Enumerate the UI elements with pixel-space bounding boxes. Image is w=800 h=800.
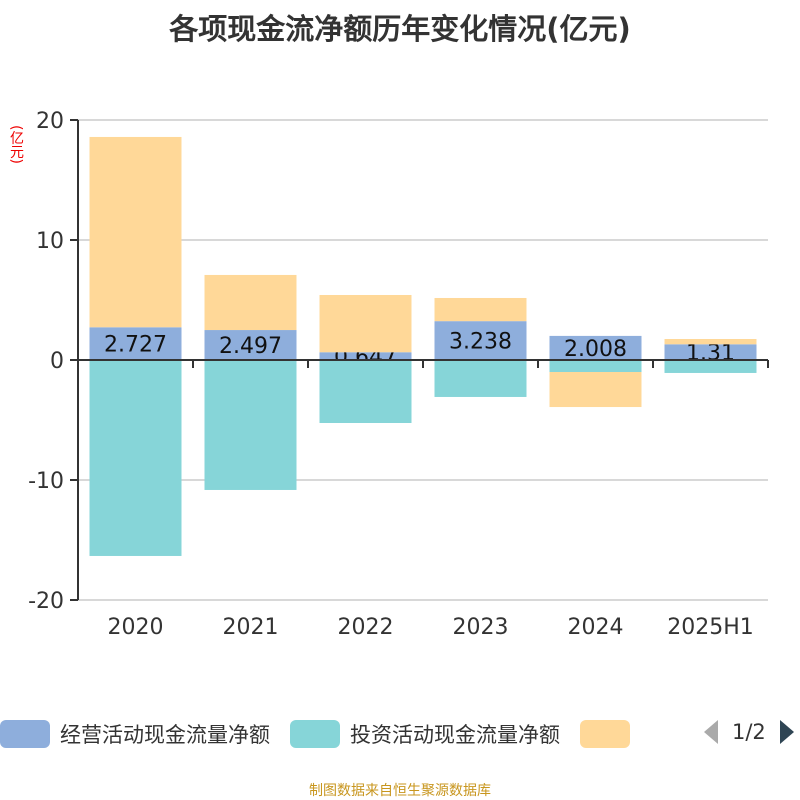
bar-1 <box>89 327 182 360</box>
y-tick-label: -10 <box>28 469 64 494</box>
y-tick-label: 10 <box>36 229 64 254</box>
x-tick-label: 2020 <box>108 615 164 640</box>
x-tick-label: 2023 <box>453 615 509 640</box>
bar-value-label: 2.008 <box>564 337 627 362</box>
bar-value-label: 1.31 <box>686 341 735 366</box>
bar-2 <box>664 360 757 373</box>
legend-item[interactable]: 投资活动现金流量净额 <box>290 719 560 749</box>
bar-2 <box>319 360 412 423</box>
source-footer: 制图数据来自恒生聚源数据库 <box>309 783 491 799</box>
bar-value-label: 0.647 <box>334 345 397 370</box>
legend-swatch <box>0 720 50 748</box>
legend-pager: 1/2 <box>700 718 798 746</box>
chart-title: 各项现金流净额历年变化情况(亿元) <box>169 12 631 46</box>
x-tick-label: 2025H1 <box>667 615 754 640</box>
bar-1 <box>204 330 297 360</box>
legend-item[interactable] <box>580 720 640 748</box>
y-axis-unit: (亿元) <box>8 125 24 164</box>
legend-label: 投资活动现金流量净额 <box>350 723 560 747</box>
bar-3 <box>549 372 642 408</box>
bar-3 <box>434 297 527 322</box>
bar-value-label: 2.497 <box>219 334 282 359</box>
bar-1 <box>434 321 527 360</box>
bar-1 <box>319 352 412 360</box>
legend: 经营活动现金流量净额 投资活动现金流量净额 <box>0 718 660 750</box>
legend-page: 1/2 <box>732 720 766 744</box>
prev-page-icon[interactable] <box>700 718 722 746</box>
x-tick-label: 2024 <box>568 615 624 640</box>
next-page-icon[interactable] <box>776 718 798 746</box>
legend-item[interactable]: 经营活动现金流量净额 <box>0 719 270 749</box>
plot-area: 20 10 0 -10 -20 2.727 2020 2.497 2021 0.647 2022 3.… <box>28 109 769 640</box>
x-tick-label: 2022 <box>338 615 394 640</box>
bar-value-label: 2.727 <box>104 333 167 358</box>
bar-3 <box>204 274 297 331</box>
bar-2 <box>89 360 182 556</box>
legend-label: 经营活动现金流量净额 <box>60 723 270 747</box>
y-tick-label: 20 <box>36 109 64 134</box>
bar-2 <box>549 360 642 372</box>
x-tick-label: 2021 <box>223 615 279 640</box>
bar-3 <box>89 136 182 328</box>
y-tick-label: -20 <box>28 589 64 614</box>
legend-swatch <box>580 720 630 748</box>
y-tick-label: 0 <box>50 349 64 374</box>
bar-1 <box>549 335 642 360</box>
bar-2 <box>434 360 527 397</box>
bar-3 <box>664 339 757 345</box>
bar-2 <box>204 360 297 490</box>
bar-1 <box>664 344 757 360</box>
bar-value-label: 3.238 <box>449 330 512 355</box>
bar-3 <box>319 294 412 353</box>
legend-swatch <box>290 720 340 748</box>
